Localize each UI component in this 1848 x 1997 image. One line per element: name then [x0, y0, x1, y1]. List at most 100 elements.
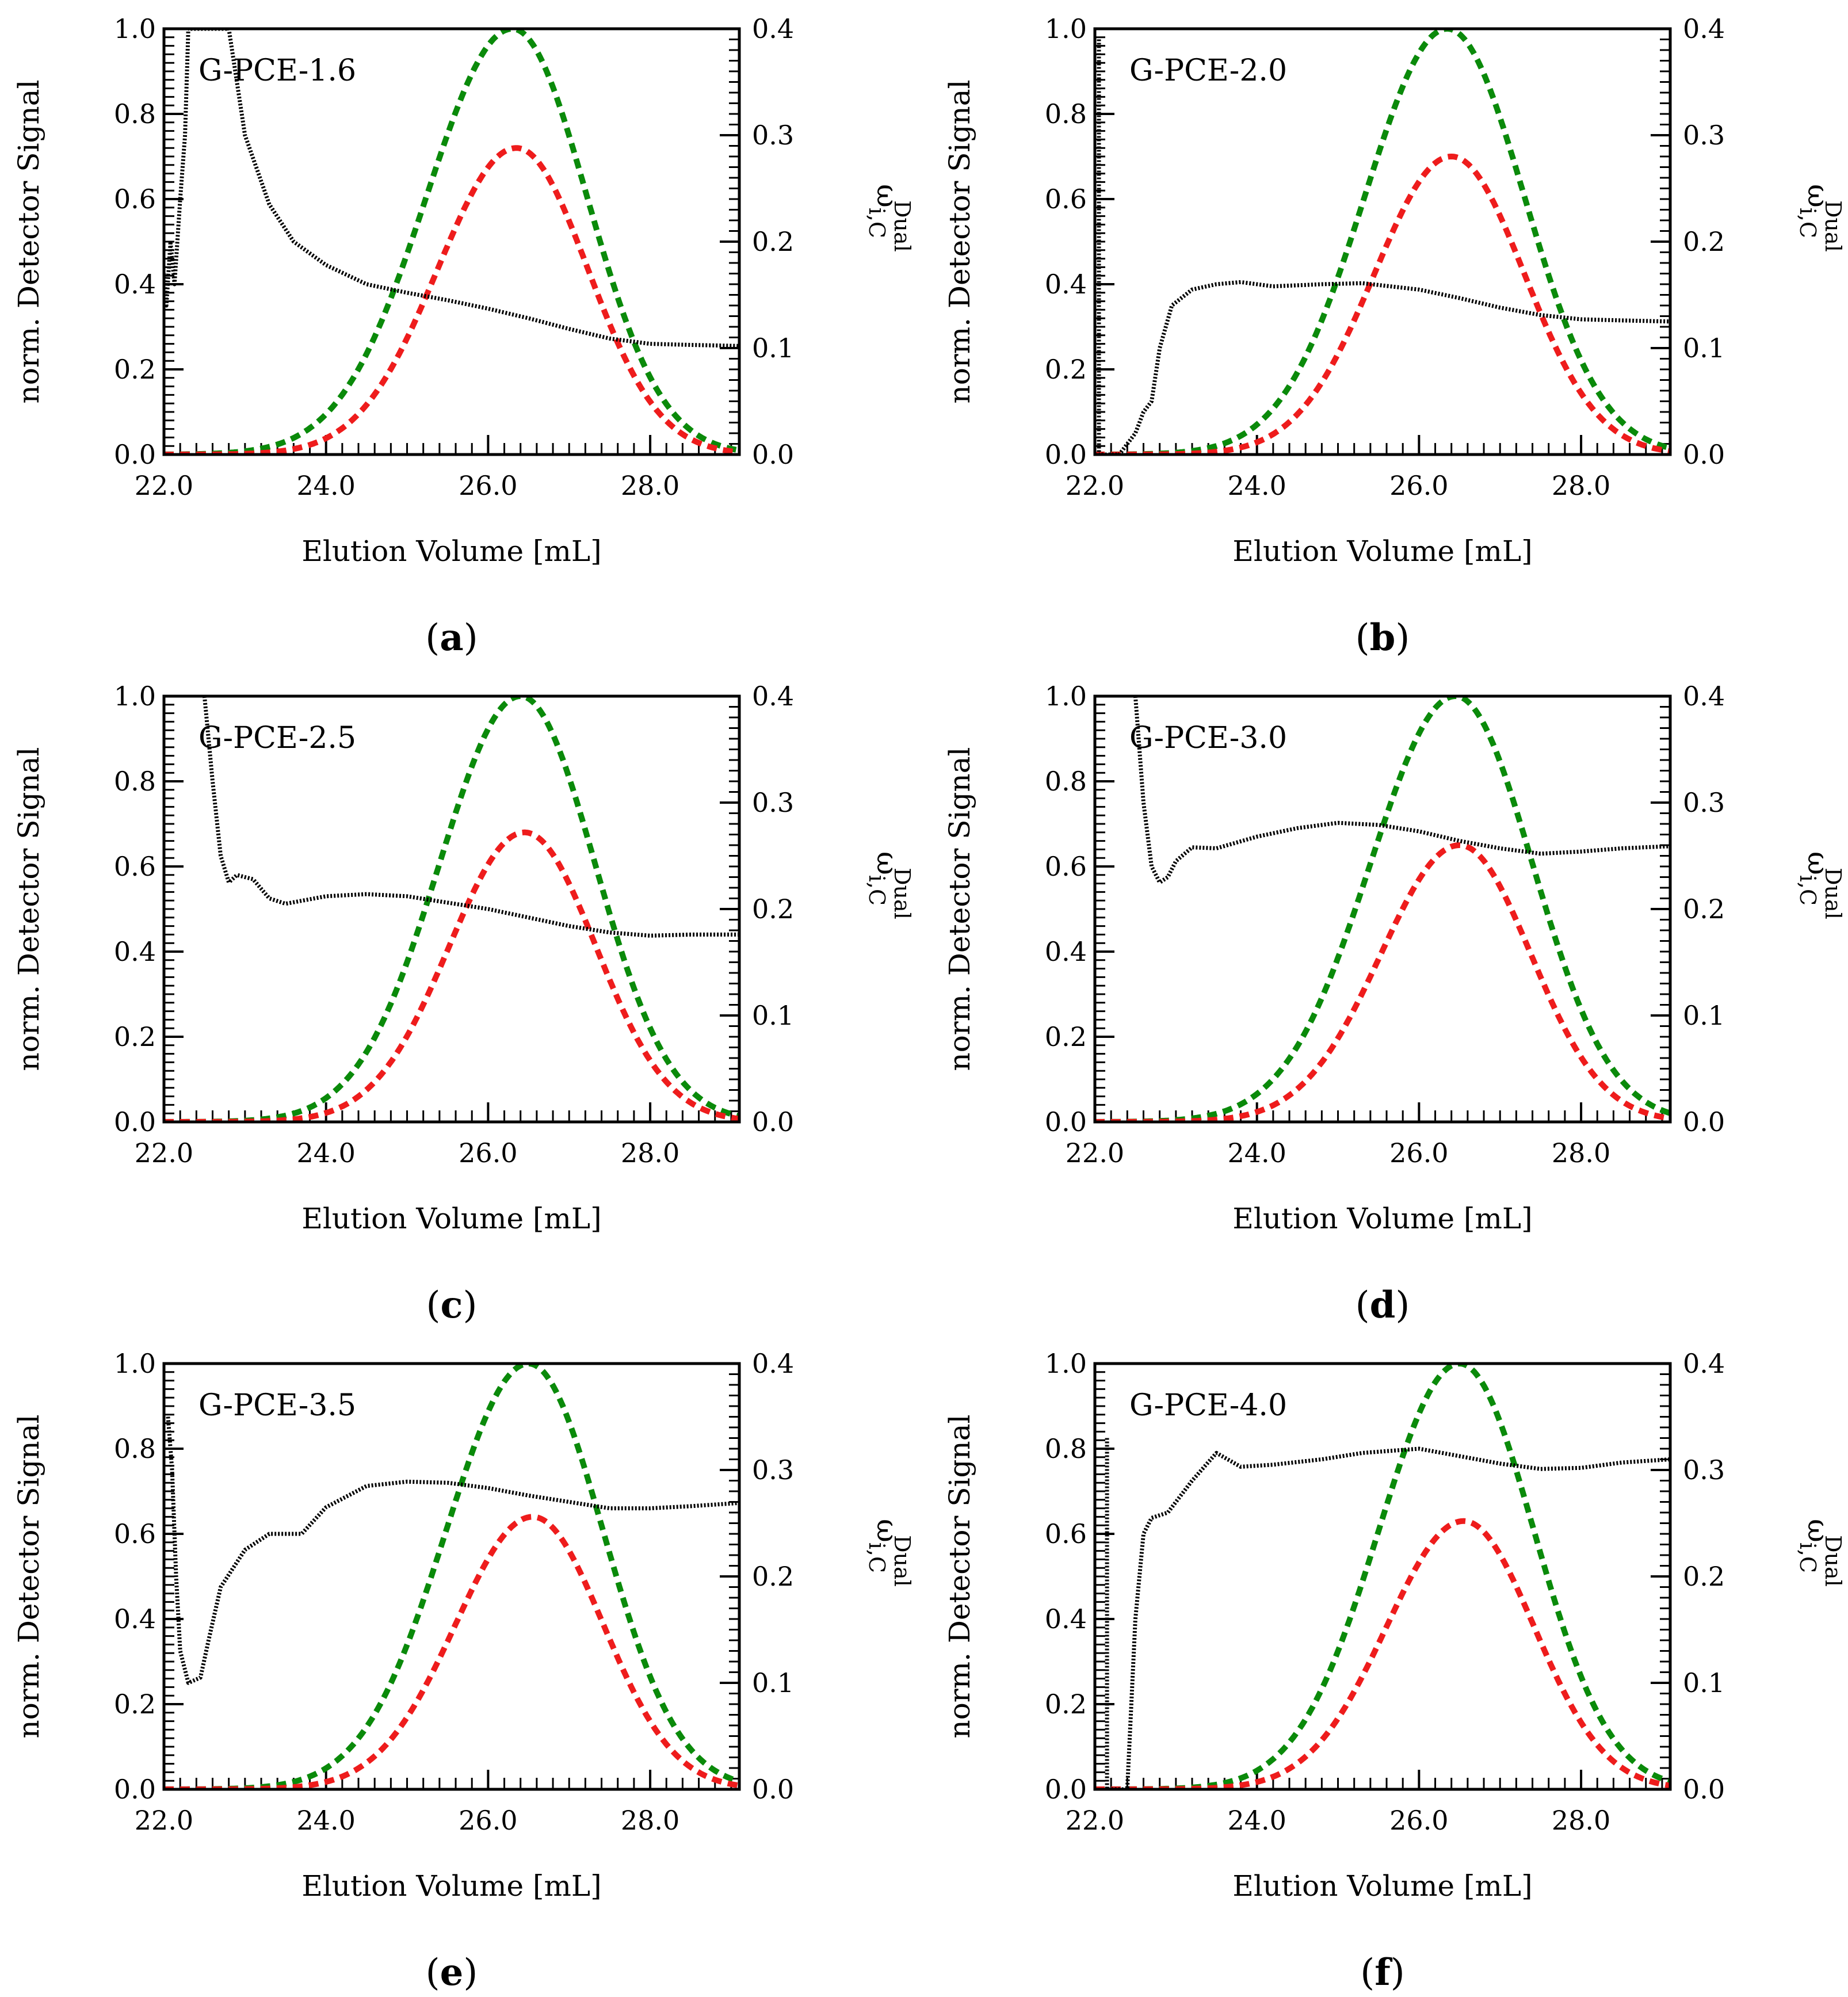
black-series-line: [1097, 39, 1670, 455]
y-right-tick-label: 0.3: [752, 1454, 794, 1486]
subfigure-letter: (b): [1356, 616, 1410, 659]
y-right-axis-title: ωi,CDual: [1795, 184, 1846, 252]
sample-label: G-PCE-3.0: [1129, 721, 1287, 755]
y-right-tick-label: 0.1: [1683, 1000, 1725, 1031]
chart-panel-e: 0.0 0.2 0.4 0.6 0.8 1.0 0.0 0.1 0.2 0.3 0.4 22.0 24.…: [12, 1348, 915, 1994]
y-right-tick-label: 0.2: [752, 1561, 794, 1592]
x-tick-label: 28.0: [621, 1805, 679, 1836]
sample-label: G-PCE-1.6: [198, 54, 356, 88]
y-left-tick-label: 0.4: [1045, 936, 1087, 967]
y-left-tick-label: 0.0: [1045, 1774, 1087, 1805]
y-right-tick-label: 0.0: [1683, 1774, 1725, 1805]
x-tick-label: 26.0: [459, 1805, 517, 1836]
y-right-tick-label: 0.3: [1683, 120, 1725, 151]
x-tick-label: 22.0: [1066, 470, 1124, 501]
y-right-tick-label: 0.0: [1683, 1106, 1725, 1137]
subfigure-letter: (d): [1356, 1284, 1410, 1327]
y-axis-title: norm. Detector Signal: [12, 1414, 45, 1738]
y-left-tick-label: 0.6: [1045, 1518, 1087, 1549]
plot-frame: [1093, 1362, 1672, 1791]
green-series-line: [1095, 1364, 1670, 1789]
x-tick-label: 28.0: [1552, 1805, 1610, 1836]
x-axis-title: Elution Volume [mL]: [301, 1202, 601, 1235]
subfigure-letter: (c): [426, 1284, 478, 1327]
x-tick-label: 24.0: [1227, 1805, 1286, 1836]
x-tick-label: 24.0: [296, 1805, 355, 1836]
x-tick-label: 28.0: [621, 470, 679, 501]
y-left-tick-label: 0.2: [1045, 1689, 1087, 1720]
sample-label: G-PCE-4.0: [1129, 1388, 1287, 1423]
y-right-axis-title: ωi,CDual: [1795, 852, 1846, 919]
x-tick-label: 26.0: [1389, 470, 1448, 501]
y-right-tick-label: 0.4: [752, 13, 794, 44]
chart-panel-c: 0.0 0.2 0.4 0.6 0.8 1.0 0.0 0.1 0.2 0.3 0.4 22.0 24.…: [12, 681, 915, 1327]
y-left-tick-label: 1.0: [1045, 13, 1087, 44]
y-right-axis-title: ωi,CDual: [1795, 1519, 1846, 1587]
y-right-tick-label: 0.4: [1683, 1348, 1725, 1379]
green-series-line: [164, 696, 739, 1122]
chart-panel-b: 0.0 0.2 0.4 0.6 0.8 1.0 0.0 0.1 0.2 0.3 0.4 22.0 24.…: [943, 13, 1846, 659]
y-axis-title: norm. Detector Signal: [12, 747, 45, 1071]
x-tick-label: 28.0: [1552, 470, 1610, 501]
y-left-tick-label: 1.0: [1045, 681, 1087, 712]
y-left-tick-label: 1.0: [114, 1348, 156, 1379]
y-left-tick-label: 0.2: [114, 1021, 156, 1052]
black-series-line: [1133, 696, 1670, 885]
subfigure-letter: (e): [426, 1951, 478, 1994]
y-left-tick-label: 0.2: [1045, 1021, 1087, 1052]
red-series-line: [164, 145, 739, 455]
x-tick-label: 22.0: [1066, 1805, 1124, 1836]
y-right-axis-title: ωi,CDual: [864, 852, 915, 919]
y-left-tick-label: 0.2: [114, 1689, 156, 1720]
black-series-line: [1105, 1438, 1670, 1789]
y-left-tick-label: 0.8: [114, 98, 156, 129]
x-tick-label: 24.0: [296, 1137, 355, 1169]
y-left-tick-label: 0.6: [114, 184, 156, 215]
y-left-tick-label: 0.4: [114, 1603, 156, 1635]
y-right-axis-title: ωi,CDual: [864, 1519, 915, 1587]
y-left-tick-label: 0.0: [114, 1774, 156, 1805]
y-left-tick-label: 0.6: [114, 1518, 156, 1549]
y-right-tick-label: 0.1: [1683, 1667, 1725, 1698]
y-right-tick-label: 0.4: [752, 681, 794, 712]
y-right-tick-label: 0.4: [1683, 13, 1725, 44]
chart-panel-d: 0.0 0.2 0.4 0.6 0.8 1.0 0.0 0.1 0.2 0.3 0.4 22.0 24.…: [943, 681, 1846, 1327]
y-left-tick-label: 0.0: [114, 1106, 156, 1137]
sample-label: G-PCE-2.5: [198, 721, 356, 755]
red-series-line: [164, 829, 739, 1122]
x-axis-title: Elution Volume [mL]: [301, 1869, 601, 1903]
x-tick-label: 24.0: [1227, 1137, 1286, 1169]
y-left-tick-label: 0.8: [1045, 1433, 1087, 1464]
y-left-tick-label: 0.8: [114, 766, 156, 797]
y-right-tick-label: 0.3: [752, 120, 794, 151]
x-axis-title: Elution Volume [mL]: [301, 534, 601, 568]
x-tick-label: 22.0: [135, 1805, 193, 1836]
x-tick-label: 26.0: [459, 1137, 517, 1169]
y-left-tick-label: 0.6: [1045, 851, 1087, 882]
y-left-tick-label: 0.2: [1045, 354, 1087, 385]
x-tick-label: 22.0: [1066, 1137, 1124, 1169]
red-series-line: [1095, 154, 1670, 455]
y-axis-title: norm. Detector Signal: [943, 747, 976, 1071]
y-right-tick-label: 0.3: [1683, 787, 1725, 818]
black-series-line: [164, 29, 739, 348]
y-right-tick-label: 0.4: [752, 1348, 794, 1379]
y-right-tick-label: 0.1: [752, 1000, 794, 1031]
y-right-axis-title: ωi,CDual: [864, 184, 915, 252]
x-axis-title: Elution Volume [mL]: [1232, 1202, 1532, 1235]
y-axis-title: norm. Detector Signal: [12, 79, 45, 403]
y-left-tick-label: 1.0: [1045, 1348, 1087, 1379]
y-right-tick-label: 0.0: [752, 1774, 794, 1805]
x-tick-label: 26.0: [459, 470, 517, 501]
y-left-tick-label: 0.8: [1045, 766, 1087, 797]
plot-frame: [1093, 27, 1672, 456]
x-tick-label: 22.0: [135, 1137, 193, 1169]
y-right-tick-label: 0.1: [752, 333, 794, 364]
red-series-line: [1095, 842, 1670, 1122]
y-right-tick-label: 0.0: [752, 1106, 794, 1137]
x-tick-label: 28.0: [1552, 1137, 1610, 1169]
y-left-tick-label: 0.4: [1045, 269, 1087, 300]
y-right-tick-label: 0.2: [752, 894, 794, 925]
y-left-tick-label: 0.0: [1045, 1106, 1087, 1137]
